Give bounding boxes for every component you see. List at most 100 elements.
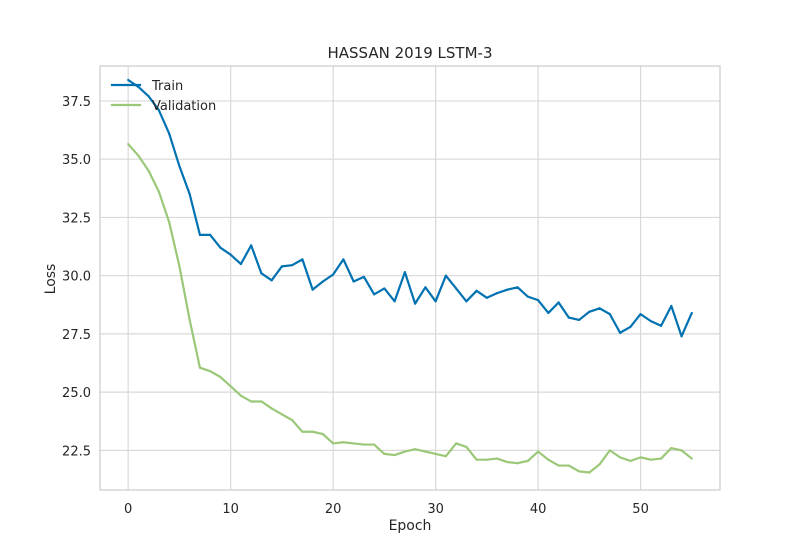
y-tick-label: 25.0	[62, 386, 91, 401]
data-point-validation	[434, 452, 437, 455]
data-point-train	[414, 302, 417, 305]
data-point-validation	[496, 457, 499, 460]
plot-background	[100, 66, 720, 490]
legend: Train Validation	[110, 79, 216, 114]
data-point-validation	[608, 449, 611, 452]
data-point-validation	[198, 366, 202, 369]
data-point-validation	[629, 459, 632, 462]
data-point-validation	[547, 458, 550, 461]
data-point-train	[352, 280, 355, 283]
data-point-train	[362, 275, 365, 278]
data-point-validation	[209, 370, 212, 373]
data-point-validation	[465, 445, 468, 449]
data-point-train	[301, 258, 304, 261]
data-point-train	[434, 300, 437, 303]
x-tick-label: 40	[530, 502, 547, 517]
data-point-validation	[352, 442, 355, 445]
data-point-validation	[536, 450, 540, 453]
data-point-train	[219, 246, 222, 249]
data-point-train	[383, 287, 386, 290]
data-point-validation	[332, 442, 335, 445]
y-tick-label: 35.0	[62, 153, 91, 168]
data-point-train	[670, 304, 673, 308]
data-point-train	[260, 272, 263, 275]
data-point-validation	[219, 375, 222, 379]
data-point-validation	[444, 455, 447, 458]
x-tick-label: 0	[124, 502, 132, 517]
data-point-validation	[239, 394, 243, 397]
data-point-validation	[567, 464, 570, 467]
data-point-train	[444, 274, 447, 277]
data-point-train	[280, 265, 284, 268]
y-tick-label: 27.5	[62, 328, 91, 343]
data-point-train	[455, 287, 458, 290]
data-point-validation	[659, 457, 663, 460]
data-point-train	[536, 299, 540, 302]
data-point-train	[547, 311, 550, 315]
data-point-train	[506, 288, 509, 291]
data-point-validation	[291, 419, 294, 422]
legend-label-train: Train	[151, 79, 183, 94]
data-point-train	[342, 258, 345, 261]
data-point-validation	[393, 453, 396, 457]
data-point-train	[229, 253, 232, 256]
data-point-train	[157, 109, 161, 112]
x-tick-label: 20	[325, 502, 342, 517]
data-point-validation	[485, 458, 488, 461]
series-line-validation	[127, 143, 693, 474]
chart-title: HASSAN 2019 LSTM-3	[328, 44, 493, 62]
series-layer	[127, 78, 693, 474]
x-axis-label: Epoch	[389, 518, 432, 534]
data-point-validation	[301, 430, 304, 433]
data-point-validation	[260, 400, 263, 403]
data-point-train	[373, 293, 376, 296]
data-point-train	[567, 316, 570, 319]
data-point-validation	[577, 470, 581, 473]
data-point-train	[690, 311, 693, 315]
y-tick-label: 37.5	[62, 95, 91, 110]
data-point-validation	[270, 407, 273, 410]
x-tick-label: 10	[222, 502, 239, 517]
grid-layer	[100, 66, 720, 490]
data-point-train	[485, 296, 488, 299]
data-point-train	[239, 262, 243, 266]
y-tick-label: 22.5	[62, 444, 91, 459]
data-point-train	[659, 324, 663, 327]
data-point-validation	[670, 446, 673, 450]
data-point-train	[465, 300, 468, 303]
data-point-train	[393, 300, 396, 303]
data-point-train	[178, 165, 181, 168]
data-point-validation	[639, 456, 642, 459]
data-point-validation	[188, 318, 191, 322]
data-point-train	[209, 233, 212, 237]
data-point-train	[618, 331, 622, 334]
series-points-train	[127, 78, 693, 338]
data-point-validation	[588, 471, 591, 474]
data-point-validation	[690, 457, 693, 460]
data-point-train	[680, 335, 683, 338]
data-point-validation	[424, 450, 427, 453]
data-point-validation	[526, 459, 529, 462]
data-point-validation	[127, 142, 130, 146]
data-point-validation	[250, 400, 253, 403]
data-point-train	[147, 95, 150, 98]
y-tick-label: 32.5	[62, 211, 91, 226]
y-tick-label: 30.0	[62, 270, 91, 285]
data-point-validation	[342, 441, 345, 444]
data-point-train	[270, 279, 273, 282]
data-point-validation	[373, 443, 376, 446]
x-tick-label: 50	[632, 502, 649, 517]
data-point-validation	[455, 442, 458, 445]
data-point-train	[291, 264, 294, 267]
data-point-train	[168, 132, 171, 135]
data-point-validation	[311, 430, 314, 433]
data-point-train	[639, 313, 642, 316]
data-point-validation	[414, 448, 417, 451]
data-point-train	[403, 271, 406, 274]
data-point-validation	[321, 432, 324, 436]
data-point-train	[557, 301, 560, 304]
x-tick-label: 30	[427, 502, 444, 517]
data-point-train	[321, 280, 324, 283]
data-point-train	[127, 78, 130, 82]
